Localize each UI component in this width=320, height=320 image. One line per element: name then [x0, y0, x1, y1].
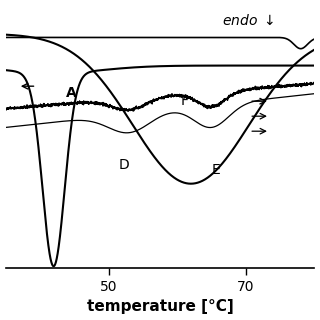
Text: F: F [180, 94, 188, 108]
Text: E: E [212, 163, 220, 177]
Text: endo $\downarrow$: endo $\downarrow$ [222, 13, 274, 28]
Text: D: D [119, 158, 130, 172]
X-axis label: temperature [°C]: temperature [°C] [87, 300, 233, 315]
Text: A: A [66, 86, 77, 100]
